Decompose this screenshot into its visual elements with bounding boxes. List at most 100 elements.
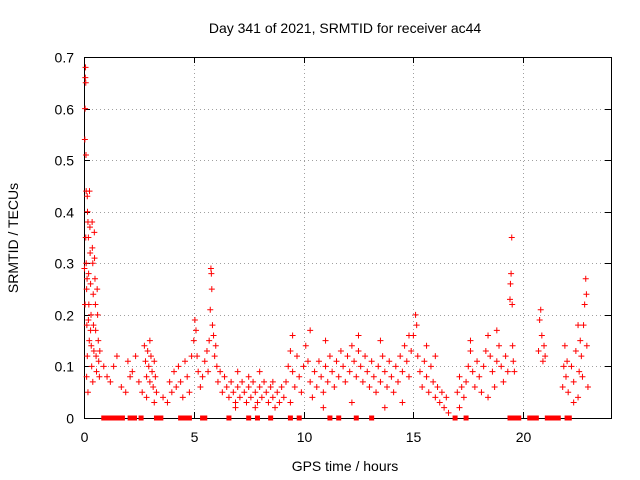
data-point — [151, 399, 158, 406]
data-point — [100, 363, 107, 370]
data-point — [296, 373, 303, 380]
data-point — [239, 378, 246, 385]
data-point — [190, 337, 197, 344]
zero-point — [116, 415, 122, 421]
data-point — [95, 337, 102, 344]
data-point — [82, 74, 89, 81]
data-point — [146, 337, 153, 344]
data-point — [489, 368, 496, 375]
data-point — [93, 353, 100, 360]
x-tick-label: 15 — [406, 429, 422, 445]
data-point — [118, 384, 125, 391]
zero-point — [507, 415, 513, 421]
data-point — [570, 378, 577, 385]
data-point — [335, 373, 342, 380]
data-point — [89, 378, 96, 385]
data-point — [95, 358, 102, 365]
data-point — [252, 389, 259, 396]
data-point — [329, 368, 336, 375]
data-point — [83, 322, 90, 329]
x-tick-label: 5 — [191, 429, 199, 445]
data-point — [151, 358, 158, 365]
data-point — [357, 363, 364, 370]
data-point — [434, 384, 441, 391]
data-point — [564, 358, 571, 365]
data-point — [182, 358, 189, 365]
data-point — [392, 363, 399, 370]
data-point — [485, 394, 492, 401]
data-point — [337, 347, 344, 354]
data-point — [359, 378, 366, 385]
data-point — [498, 363, 505, 370]
zero-point — [254, 415, 260, 421]
data-point — [81, 136, 88, 143]
x-tick-label: 10 — [297, 429, 313, 445]
y-tick-label: 0.2 — [55, 308, 75, 324]
data-point — [311, 368, 318, 375]
data-point — [331, 384, 338, 391]
data-point — [584, 384, 591, 391]
data-point — [401, 342, 408, 349]
data-point — [225, 394, 232, 401]
data-point — [186, 389, 193, 396]
data-point — [474, 358, 481, 365]
data-point — [232, 404, 239, 411]
y-tick-label: 0.1 — [55, 359, 75, 375]
data-point — [188, 353, 195, 360]
zero-point — [138, 415, 144, 421]
y-tick-label: 0.7 — [55, 50, 75, 66]
data-point — [209, 322, 216, 329]
data-point — [436, 399, 443, 406]
data-point — [143, 394, 150, 401]
data-point — [506, 296, 513, 303]
data-point — [456, 373, 463, 380]
data-point — [91, 275, 98, 282]
data-point — [197, 384, 204, 391]
data-point — [175, 363, 182, 370]
data-point — [405, 332, 412, 339]
y-tick-label: 0.6 — [55, 102, 75, 118]
data-point — [582, 275, 589, 282]
data-point — [85, 317, 92, 324]
data-point — [423, 342, 430, 349]
data-point — [208, 270, 215, 277]
data-point — [276, 399, 283, 406]
data-point — [443, 394, 450, 401]
data-point — [223, 384, 230, 391]
data-point — [467, 347, 474, 354]
data-point — [364, 368, 371, 375]
data-point — [207, 265, 214, 272]
data-point — [542, 353, 549, 360]
data-point — [110, 363, 117, 370]
data-point — [211, 353, 218, 360]
y-tick-label: 0.4 — [55, 205, 75, 221]
data-point — [127, 373, 134, 380]
data-point — [247, 394, 254, 401]
data-point — [194, 353, 201, 360]
data-point — [541, 342, 548, 349]
data-point — [213, 363, 220, 370]
tick-layer: 0 0.1 0.2 0.3 0.4 0.5 0.6 0.7 0 5 10 15 20 — [55, 50, 611, 445]
data-point — [487, 353, 494, 360]
data-point — [94, 311, 101, 318]
data-point — [256, 384, 263, 391]
data-point — [232, 399, 239, 406]
data-point — [210, 332, 217, 339]
data-point — [381, 368, 388, 375]
data-point — [580, 322, 587, 329]
data-point — [318, 373, 325, 380]
data-point — [149, 368, 156, 375]
data-point — [508, 270, 515, 277]
data-point — [184, 373, 191, 380]
data-point — [92, 301, 99, 308]
data-point — [572, 347, 579, 354]
data-point — [304, 358, 311, 365]
zero-point — [246, 415, 252, 421]
data-point — [280, 394, 287, 401]
zero-point — [516, 415, 522, 421]
data-point — [537, 306, 544, 313]
data-point — [267, 384, 274, 391]
data-point — [348, 399, 355, 406]
data-point — [581, 301, 588, 308]
data-point — [315, 358, 322, 365]
